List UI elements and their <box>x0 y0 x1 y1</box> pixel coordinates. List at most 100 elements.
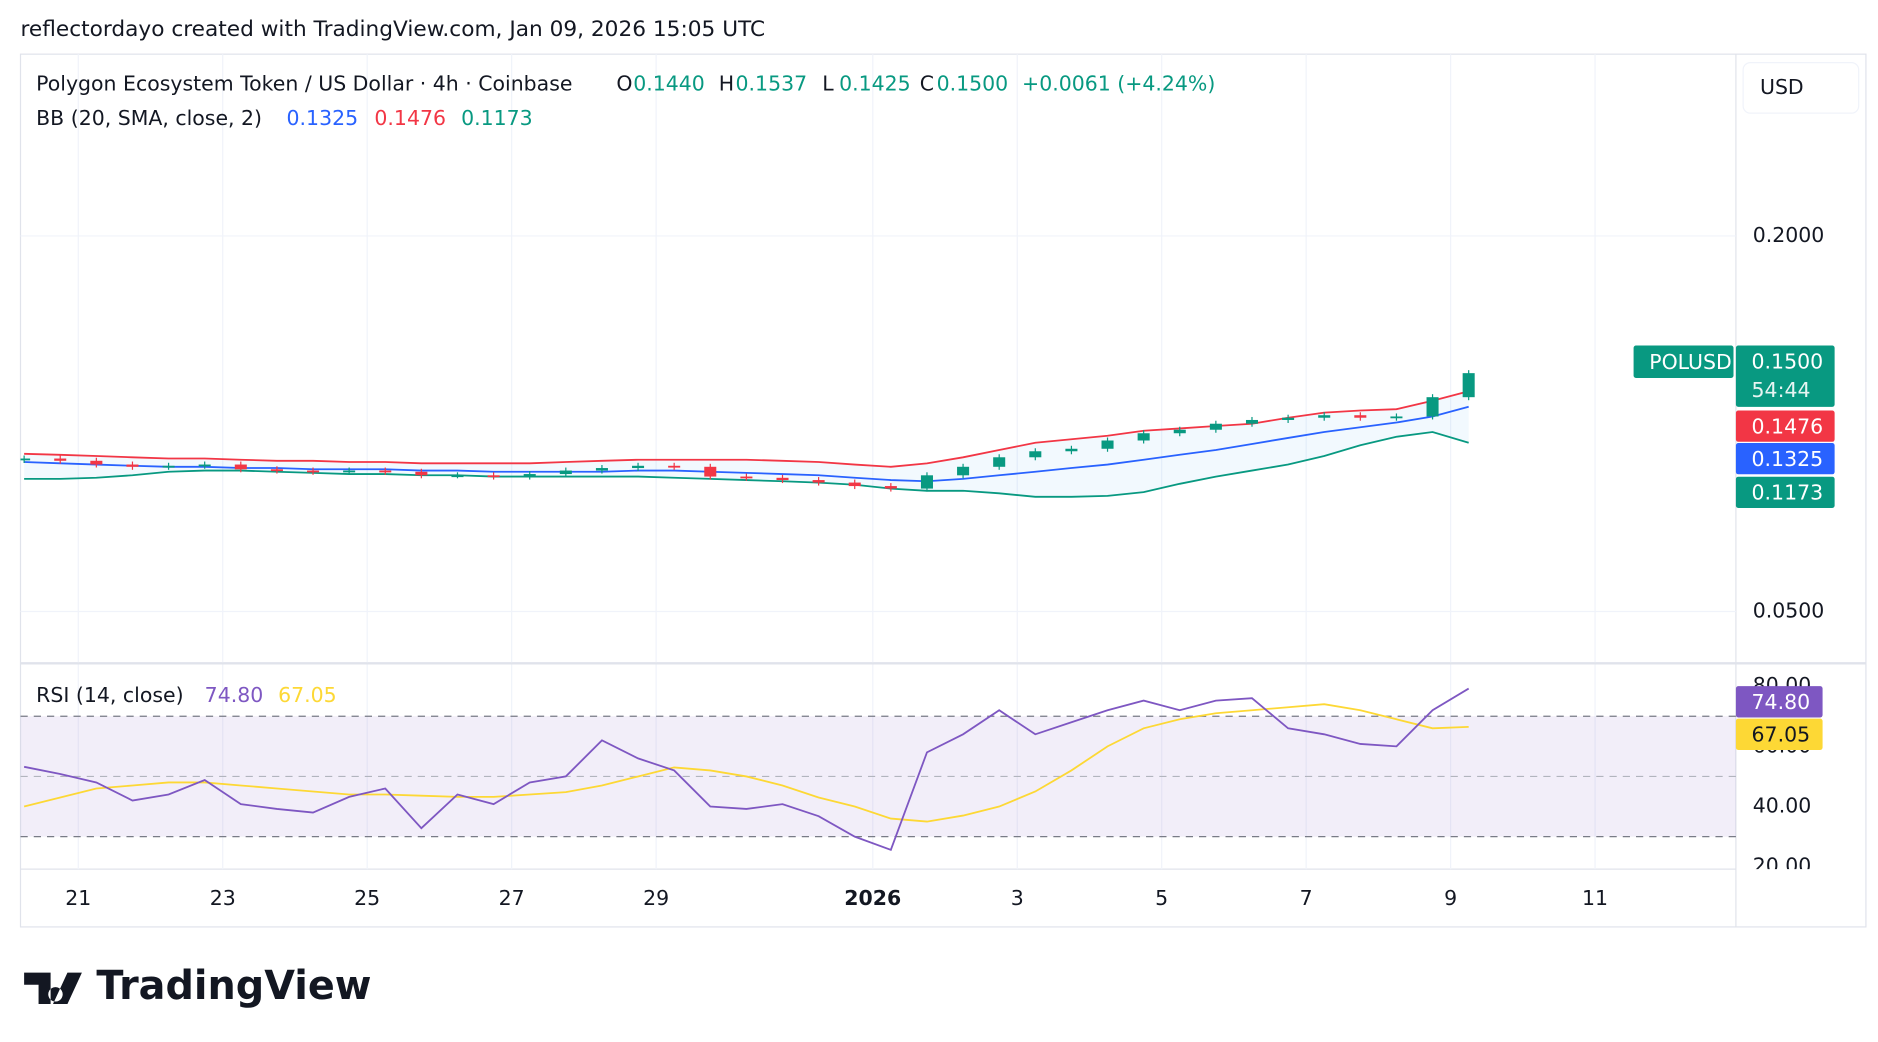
ohlc-value: 0.1425 <box>839 71 911 95</box>
plot: 21 23 25 27 29 2026 3 5 7 9 11 0.2000 0.0500 20.00 40.… <box>20 54 1835 910</box>
rsi-tag: 67.05 <box>1752 723 1811 747</box>
rsi-tag-bg <box>1735 686 1823 718</box>
band-tag-bg <box>1735 442 1835 475</box>
ohlc-value: 0.1440 <box>633 71 705 95</box>
candle-body <box>90 460 103 465</box>
candle-body <box>993 457 1006 467</box>
x-tick-label: 27 <box>499 886 525 910</box>
candle-body <box>198 464 211 467</box>
candle-body <box>1390 416 1403 419</box>
candle-body <box>162 465 175 468</box>
rsi-line <box>23 703 1469 823</box>
y-tick-label: 0.0500 <box>1753 599 1825 623</box>
ohlc-value: 0.1500 <box>937 71 1009 95</box>
candle-body <box>632 465 645 469</box>
rsi-title: RSI (14, close) <box>36 683 183 707</box>
symbol-tag: POLUSD <box>1649 350 1732 374</box>
y-tick-label: 40.00 <box>1753 794 1812 818</box>
candle-body <box>1173 429 1186 434</box>
indicator-value: 0.1476 <box>374 106 446 130</box>
ohlc-value: 0.1537 <box>736 71 808 95</box>
candle-body <box>848 482 861 487</box>
band-line <box>24 390 1469 468</box>
currency-button[interactable] <box>1742 61 1860 114</box>
candle-body <box>20 458 31 461</box>
symbol-tag-bg <box>1633 345 1734 378</box>
candle-body <box>920 475 933 489</box>
candle-body <box>884 486 897 489</box>
candle-body <box>957 466 970 476</box>
price-tag-bg <box>1735 345 1835 407</box>
candle-body <box>1065 448 1078 452</box>
rsi-value: 74.80 <box>205 683 264 707</box>
candle-body <box>1137 433 1150 441</box>
pane <box>20 370 1475 498</box>
x-tick-label: 21 <box>65 886 91 910</box>
band-tag-bg <box>1735 476 1835 508</box>
candle-body <box>704 466 717 477</box>
indicator-value: 0.1173 <box>461 106 533 130</box>
y-tick-label: 0.2000 <box>1753 223 1825 247</box>
candle-body <box>343 470 356 473</box>
band-tag: 0.1476 <box>1752 414 1824 438</box>
candle-body <box>1462 373 1475 398</box>
candle-body <box>668 465 681 468</box>
ohlc-key: L <box>822 71 834 95</box>
candle-body <box>379 470 392 473</box>
candle-body <box>1318 415 1331 418</box>
candle-body <box>740 476 753 479</box>
countdown: 54:44 <box>1752 378 1811 402</box>
rsi-band <box>20 716 1736 837</box>
pane <box>20 687 1736 852</box>
rsi-tag: 74.80 <box>1752 690 1811 714</box>
candle-body <box>1282 417 1295 420</box>
attribution: reflectordayo created with TradingView.c… <box>21 17 766 42</box>
x-tick-label: 3 <box>1011 886 1024 910</box>
candle-body <box>451 475 464 478</box>
band-tag: 0.1325 <box>1752 447 1824 471</box>
ohlc-key: C <box>920 71 934 95</box>
logo-icon <box>24 972 82 1004</box>
candle-body <box>1209 423 1222 430</box>
band-tag-bg <box>1735 410 1835 442</box>
change: +0.0061 (+4.24%) <box>1022 71 1215 95</box>
x-tick-label: 23 <box>210 886 236 910</box>
candle-body <box>1354 415 1367 418</box>
x-tick-label: 2026 <box>844 886 901 910</box>
currency[interactable]: USD <box>1760 75 1804 99</box>
x-tick-label: 7 <box>1300 886 1313 910</box>
candle-body <box>595 468 608 471</box>
candle-body <box>1245 419 1259 424</box>
indicator-value: 0.1325 <box>287 106 359 130</box>
candle-body <box>54 458 67 461</box>
y-tick-label: 20.00 <box>1753 854 1812 878</box>
ohlc-key: O <box>616 71 632 95</box>
x-tick-label: 29 <box>643 886 669 910</box>
rsi-line <box>23 687 1470 852</box>
candle-body <box>126 464 139 467</box>
rsi-value: 67.05 <box>278 683 337 707</box>
band-tag: 0.1173 <box>1752 481 1824 505</box>
legend-title: Polygon Ecosystem Token / US Dollar · 4h… <box>36 71 572 95</box>
candle-body <box>776 477 789 481</box>
indicator-name: BB (20, SMA, close, 2) <box>36 106 262 130</box>
candle-body <box>812 480 825 483</box>
candle-body <box>487 475 500 478</box>
candle-body <box>1426 397 1439 417</box>
candle-body <box>559 470 572 475</box>
ohlc-key: H <box>719 71 734 95</box>
candle-body <box>1029 451 1042 458</box>
x-tick-label: 25 <box>354 886 380 910</box>
price-tag: 0.1500 <box>1752 349 1824 373</box>
candle-body <box>523 474 536 477</box>
x-tick-label: 11 <box>1582 886 1608 910</box>
candle-body <box>1101 440 1114 449</box>
logo: TradingView <box>24 963 372 1009</box>
logo-text: TradingView <box>96 963 371 1009</box>
candle-body <box>270 469 283 472</box>
rsi-tag-bg <box>1735 718 1823 750</box>
x-tick-label: 9 <box>1444 886 1457 910</box>
candle-body <box>415 471 428 476</box>
candle-body <box>234 464 247 470</box>
